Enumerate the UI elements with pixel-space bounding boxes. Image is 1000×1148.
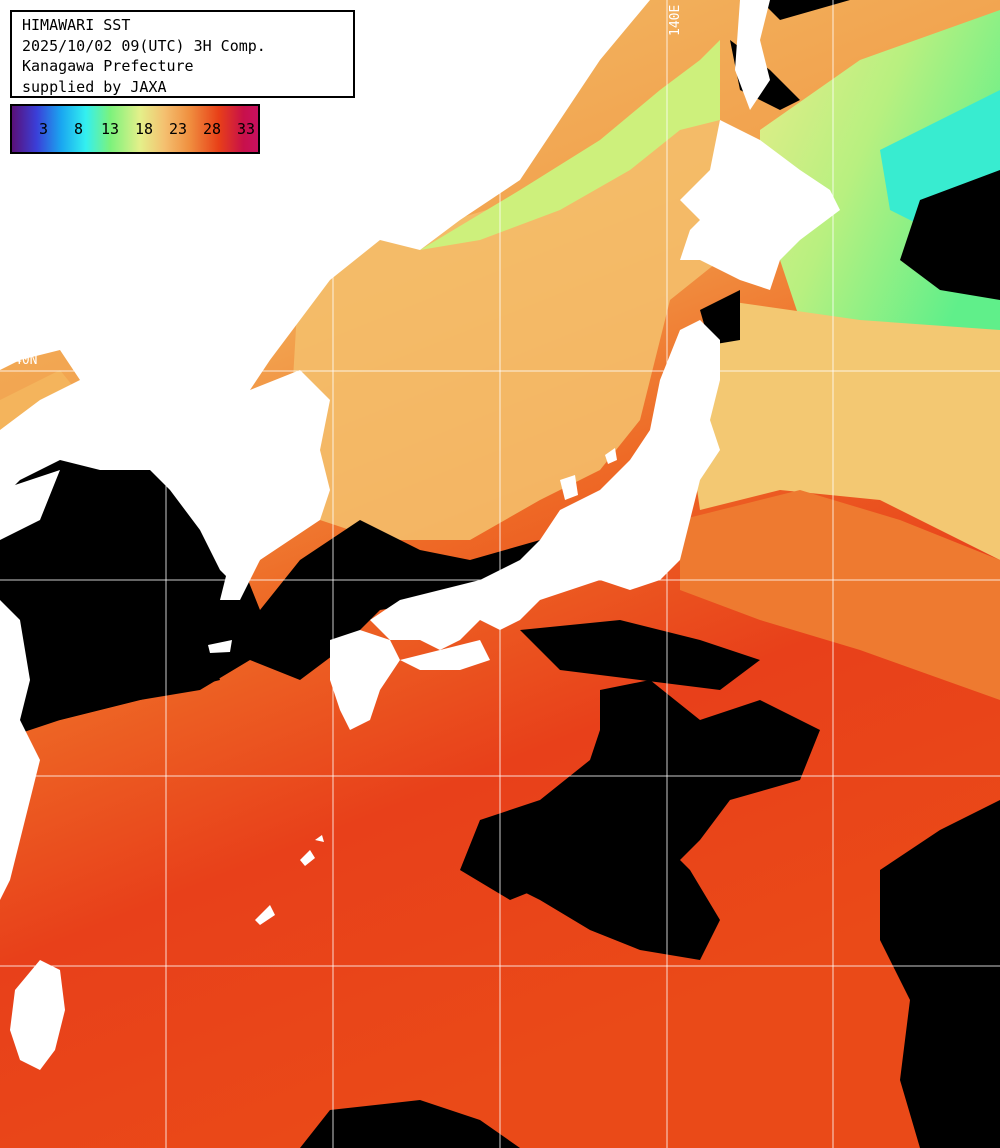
sado-island [605,448,617,464]
lat-label-40n: 40N [14,353,38,368]
title-line-dataset: HIMAWARI SST [22,16,131,34]
lon-label-140e: 140E [668,4,683,36]
kyushu [330,630,400,730]
china-coast [0,470,60,540]
sakhalin [735,0,770,110]
title-line-region: Kanagawa Prefecture [22,57,194,75]
ryukyu-islands [255,835,324,925]
legend-tick: 23 [169,120,188,138]
kuroshio-warm-zone [680,490,1000,700]
title-line-source: supplied by JAXA [22,77,167,96]
temperature-color-legend: 3 8 13 18 23 28 33 [10,104,260,154]
legend-tick: 18 [135,120,154,138]
honshu [370,320,720,650]
lat-label-30n: 30N [14,760,38,775]
noto-peninsula [560,475,578,500]
legend-tick: 33 [237,120,256,138]
east-china-coast [0,600,40,900]
pacific-yellow-zone [690,300,1000,560]
sea-of-japan-zone [290,110,720,540]
jeju-island [208,640,232,653]
hokkaido [680,120,840,290]
legend-tick: 3 [39,120,49,138]
legend-tick: 28 [203,120,222,138]
taiwan [10,960,65,1070]
legend-tick: 8 [74,120,84,138]
shikoku [400,640,490,670]
northern-cool-water [420,40,720,250]
legend-tick: 13 [101,120,120,138]
korean-peninsula [220,370,330,600]
title-line-timestamp: 2025/10/02 09(UTC) 3H Comp. [22,36,266,55]
title-box: HIMAWARI SST 2025/10/02 09(UTC) 3H Comp.… [10,10,355,98]
